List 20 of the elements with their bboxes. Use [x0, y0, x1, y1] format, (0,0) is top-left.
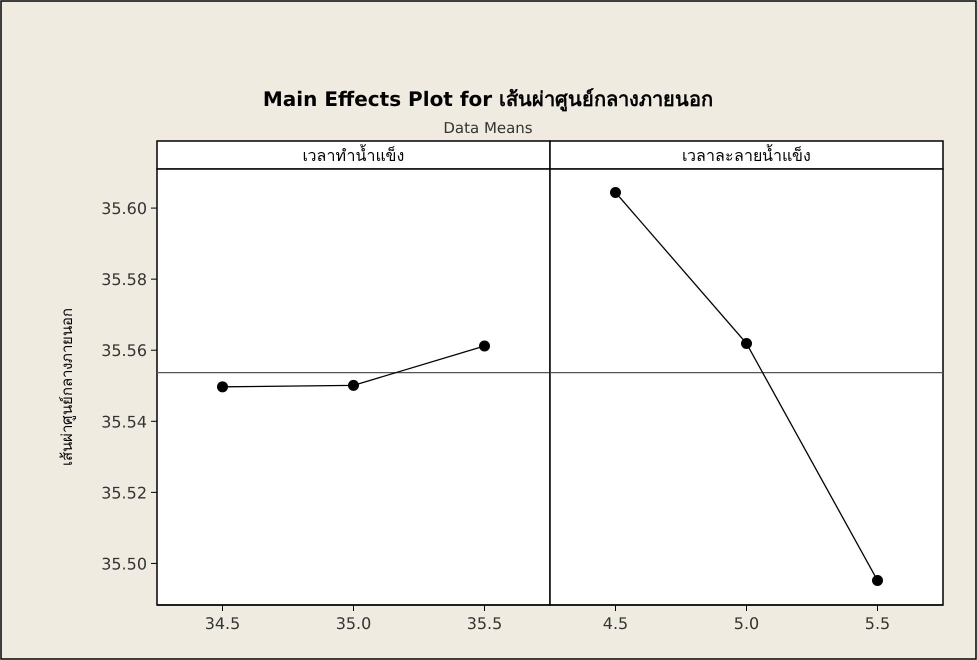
x-tick-label: 35.0	[336, 614, 372, 633]
x-tick-label: 5.5	[864, 614, 890, 633]
point	[479, 340, 490, 352]
chart-title: เวลาละลายน้ำแข็ง	[682, 144, 811, 165]
y-axis-title: เส้นผ่าศูนย์กลางภายนอก	[58, 308, 76, 466]
text: Main Effects Plot for เส้นผ่าศูนย์กลางภายนอก	[262, 87, 714, 113]
y-tick-label: 35.50	[101, 554, 147, 574]
point	[348, 380, 359, 391]
y-tick-label: 35.56	[101, 341, 147, 360]
x-tick-label: 5.0	[734, 614, 760, 633]
chart-title: เวลาทำน้ำแข็ง	[302, 144, 404, 165]
x-tick-label: 4.5	[602, 614, 628, 633]
y-tick-label: 35.52	[101, 483, 147, 502]
y-tick-label: 35.60	[101, 199, 147, 218]
point	[217, 381, 228, 392]
x-tick-label: 34.5	[204, 614, 240, 633]
y-tick-label: 35.58	[101, 270, 147, 290]
y-tick-label: 35.54	[101, 412, 147, 432]
x-tick-label: 35.5	[466, 614, 502, 633]
text: Data Means	[443, 119, 533, 137]
